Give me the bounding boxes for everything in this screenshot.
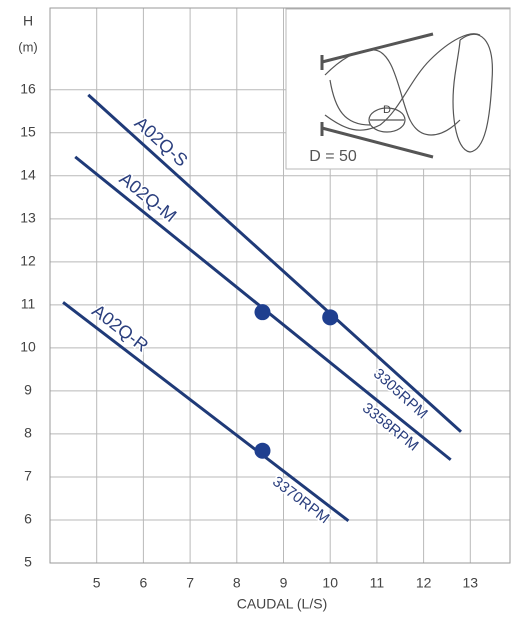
- operating-point: [254, 442, 271, 459]
- x-tick-label: 13: [463, 575, 479, 591]
- x-tick-label: 11: [370, 575, 385, 591]
- y-tick-label: 5: [24, 554, 32, 570]
- y-axis-unit: (m): [18, 39, 38, 54]
- x-tick-label: 7: [186, 575, 194, 591]
- x-axis-label: CAUDAL (L/S): [237, 596, 328, 612]
- y-tick-label: 11: [21, 296, 36, 312]
- y-tick-label: 15: [20, 123, 36, 139]
- y-tick-label: 12: [20, 253, 36, 269]
- operating-point: [254, 304, 271, 321]
- y-tick-label: 10: [20, 339, 36, 355]
- operating-point: [322, 309, 339, 326]
- y-tick-label: 13: [20, 210, 36, 226]
- y-tick-label: 14: [20, 166, 36, 182]
- curve-line: [62, 301, 350, 523]
- inset-box: [285, 8, 511, 170]
- x-tick-label: 12: [416, 575, 432, 591]
- x-tick-label: 5: [93, 575, 101, 591]
- x-tick-label: 10: [322, 575, 338, 591]
- x-tick-label: 6: [140, 575, 148, 591]
- x-tick-label: 8: [233, 575, 241, 591]
- inset-diameter-label: D: [383, 104, 391, 116]
- y-tick-label: 6: [24, 511, 32, 527]
- y-tick-label: 9: [24, 382, 32, 398]
- auger-sketch: [320, 32, 493, 159]
- inset-caption: D = 50: [309, 148, 357, 165]
- x-tick-label: 9: [280, 575, 288, 591]
- curve-line: [87, 93, 462, 433]
- y-tick-label: 7: [24, 468, 32, 484]
- y-tick-label: 8: [24, 425, 32, 441]
- inset-diagram: D D = 50: [285, 8, 511, 170]
- plot-frame: [49, 7, 511, 564]
- y-axis-label: H: [23, 13, 33, 29]
- y-tick-label: 16: [20, 80, 36, 96]
